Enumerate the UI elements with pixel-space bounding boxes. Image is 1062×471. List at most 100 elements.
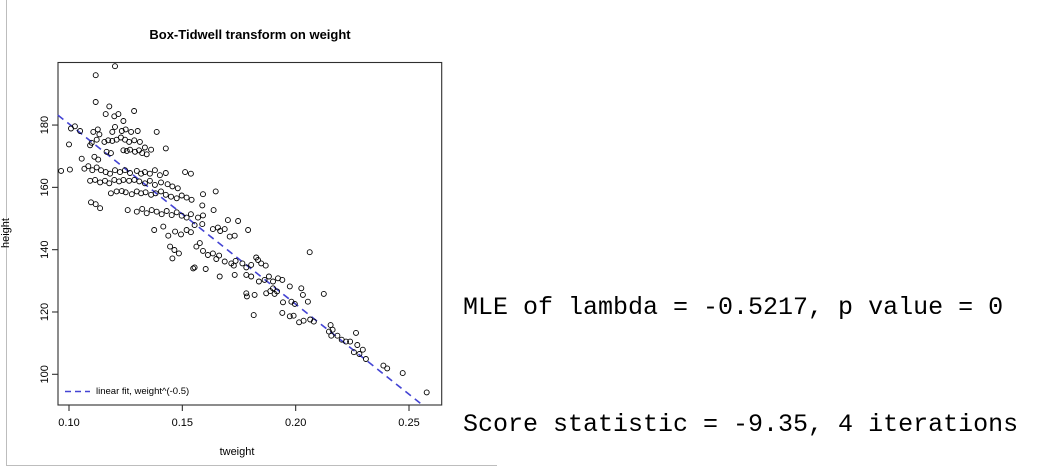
window-left-border bbox=[6, 0, 7, 466]
data-point bbox=[232, 257, 239, 264]
data-point bbox=[151, 181, 158, 188]
data-point bbox=[141, 180, 148, 187]
data-point bbox=[58, 167, 65, 174]
data-point bbox=[279, 276, 286, 283]
window-bottom-border bbox=[6, 465, 497, 466]
data-point bbox=[117, 169, 123, 176]
data-point bbox=[85, 163, 92, 170]
data-point bbox=[162, 191, 169, 198]
data-point bbox=[126, 177, 133, 184]
data-point bbox=[262, 262, 269, 269]
data-point bbox=[78, 155, 85, 162]
data-point bbox=[200, 191, 206, 198]
data-point bbox=[191, 264, 198, 271]
data-point bbox=[97, 179, 104, 186]
data-point bbox=[384, 365, 391, 372]
y-axis-ticks: 100 120 140 160 180 bbox=[39, 116, 58, 383]
data-point bbox=[71, 123, 78, 130]
data-point bbox=[106, 180, 113, 187]
data-point bbox=[354, 342, 361, 348]
data-point bbox=[231, 232, 238, 239]
data-point bbox=[118, 128, 125, 134]
data-point bbox=[122, 189, 129, 196]
data-point bbox=[353, 329, 359, 336]
data-point bbox=[224, 217, 231, 224]
data-point bbox=[115, 111, 122, 118]
data-point bbox=[231, 271, 238, 278]
data-point bbox=[248, 273, 255, 280]
data-point bbox=[290, 312, 297, 319]
data-point bbox=[138, 170, 145, 177]
data-point bbox=[122, 167, 128, 174]
data-point bbox=[111, 176, 118, 183]
data-point bbox=[168, 212, 175, 219]
x-axis-ticks: 0.10 0.15 0.20 0.25 bbox=[58, 405, 420, 429]
data-point bbox=[141, 144, 148, 151]
data-point bbox=[320, 290, 327, 297]
data-point bbox=[151, 167, 158, 174]
data-point bbox=[178, 231, 184, 238]
data-point bbox=[136, 178, 143, 185]
data-point bbox=[306, 249, 313, 256]
data-point bbox=[399, 370, 406, 377]
data-point bbox=[92, 176, 99, 183]
data-point bbox=[196, 240, 203, 247]
data-point bbox=[200, 247, 206, 254]
data-point bbox=[139, 205, 146, 212]
data-point bbox=[124, 207, 131, 214]
data-point bbox=[334, 332, 341, 339]
data-point bbox=[169, 183, 176, 190]
data-point bbox=[167, 243, 174, 250]
data-point bbox=[226, 233, 233, 240]
data-point bbox=[213, 256, 220, 262]
data-point bbox=[120, 118, 127, 124]
data-point bbox=[204, 252, 211, 258]
x-tick-label: 0.10 bbox=[58, 417, 79, 429]
data-point bbox=[120, 147, 127, 154]
data-point bbox=[195, 214, 201, 221]
data-point bbox=[132, 148, 138, 155]
data-point bbox=[118, 188, 125, 195]
data-point bbox=[221, 258, 228, 265]
data-point bbox=[131, 176, 138, 183]
data-point bbox=[112, 123, 118, 130]
data-point bbox=[329, 326, 336, 333]
data-point bbox=[380, 362, 387, 369]
data-point bbox=[134, 128, 141, 134]
data-point bbox=[160, 223, 167, 230]
data-point bbox=[94, 126, 101, 133]
data-point bbox=[199, 221, 206, 228]
data-point bbox=[271, 290, 278, 297]
chart-title: Box-Tidwell transform on weight bbox=[149, 27, 351, 42]
data-point bbox=[126, 138, 133, 145]
data-point bbox=[107, 190, 114, 197]
data-point bbox=[162, 145, 169, 152]
data-point bbox=[248, 261, 255, 268]
data-point bbox=[89, 167, 96, 174]
data-point bbox=[158, 188, 164, 195]
data-point bbox=[106, 103, 113, 110]
scatter-points bbox=[58, 63, 430, 396]
data-point bbox=[98, 167, 104, 174]
y-tick-label: 100 bbox=[39, 365, 51, 383]
data-point bbox=[183, 194, 190, 201]
data-point bbox=[239, 260, 246, 267]
data-point bbox=[162, 170, 169, 176]
data-point bbox=[66, 141, 72, 148]
data-point bbox=[178, 192, 185, 199]
data-point bbox=[188, 196, 195, 203]
data-point bbox=[270, 278, 276, 285]
data-point bbox=[243, 293, 250, 300]
data-point bbox=[261, 276, 268, 283]
data-point bbox=[286, 313, 293, 320]
data-point bbox=[291, 300, 298, 307]
data-point bbox=[230, 262, 237, 269]
data-point bbox=[209, 250, 216, 257]
data-point bbox=[92, 72, 99, 79]
data-point bbox=[243, 290, 250, 297]
data-point bbox=[136, 138, 143, 145]
data-point bbox=[113, 188, 120, 195]
data-point bbox=[97, 205, 104, 212]
data-point bbox=[148, 146, 155, 153]
data-point bbox=[146, 177, 153, 184]
